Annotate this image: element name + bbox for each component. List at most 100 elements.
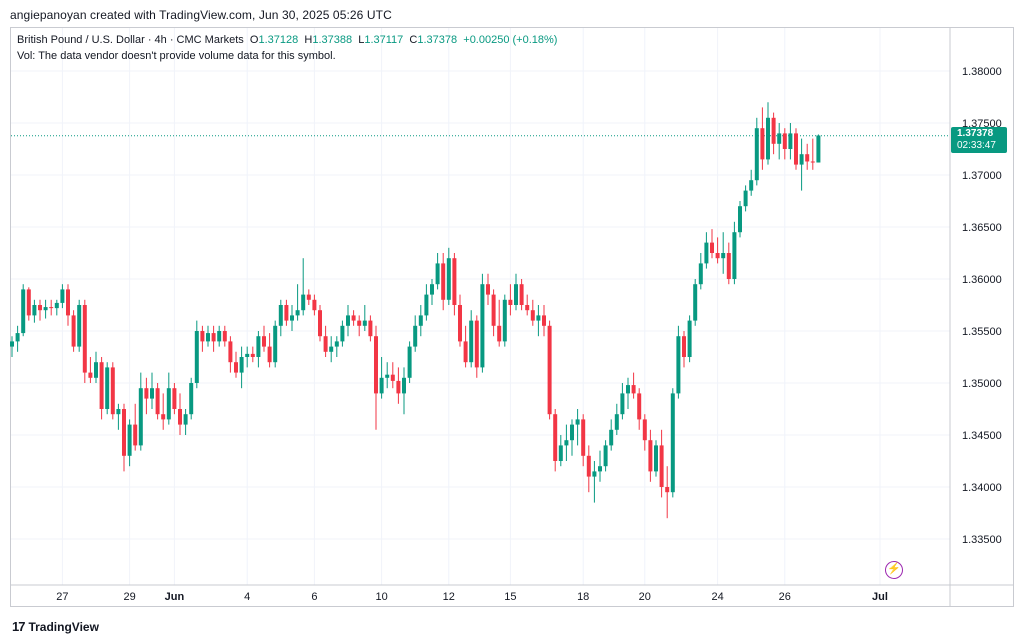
candle-body — [306, 294, 311, 300]
last-price-value: 1.37378 — [957, 127, 994, 139]
candle-body — [570, 424, 574, 441]
candle-body — [161, 414, 166, 420]
candle-body — [155, 388, 160, 415]
candle-body — [15, 333, 20, 342]
x-tick-label: 12 — [443, 591, 455, 603]
candle-body — [497, 325, 502, 342]
y-tick-label: 1.37000 — [962, 170, 1002, 182]
candle-body — [10, 341, 14, 347]
candle-body — [99, 362, 104, 409]
candle-body — [418, 315, 423, 326]
candle-body — [620, 393, 625, 415]
candle-body — [637, 393, 642, 420]
candle-body — [295, 310, 300, 316]
change-value: +0.00250 (+0.18%) — [463, 34, 558, 46]
candle-body — [385, 374, 390, 378]
candle-body — [738, 206, 742, 233]
candle-body — [536, 315, 541, 321]
candle-body — [318, 310, 322, 337]
open-key: O — [249, 34, 259, 46]
candle-body — [609, 429, 614, 446]
candle-body — [402, 377, 406, 394]
candle-body — [676, 336, 681, 394]
candle-body — [458, 305, 462, 342]
candle-body — [340, 325, 345, 342]
candle-body — [133, 424, 138, 446]
candle-body — [558, 445, 563, 461]
candle-body — [581, 419, 586, 456]
candle-body — [592, 471, 597, 477]
candle-body — [665, 487, 670, 493]
candle-body — [368, 320, 373, 337]
candle-body — [88, 372, 93, 378]
candle-body — [519, 284, 524, 305]
y-tick-label: 1.36500 — [962, 222, 1002, 234]
candle-body — [721, 253, 726, 259]
lightning-icon[interactable]: ⚡ — [885, 561, 903, 579]
candle-body — [183, 414, 188, 425]
candle-body — [805, 154, 810, 162]
candle-body — [334, 341, 339, 347]
candle-body — [49, 307, 54, 309]
candle-body — [435, 263, 440, 285]
x-tick-label: 4 — [244, 591, 250, 603]
candle-body — [77, 305, 82, 347]
y-tick-label: 1.35500 — [962, 326, 1002, 338]
candle-body — [32, 305, 37, 316]
candle-body — [323, 336, 328, 352]
candle-body — [301, 294, 306, 311]
chart-frame[interactable] — [10, 27, 1014, 607]
candle-body — [441, 263, 446, 300]
candle-body — [631, 385, 636, 394]
candle-body — [178, 409, 182, 425]
candle-body — [794, 133, 798, 165]
chart-caption: angiepanoyan created with TradingView.co… — [10, 8, 392, 22]
candle-body — [172, 388, 177, 409]
candle-body — [38, 305, 42, 311]
candle-body — [446, 258, 451, 300]
candle-body — [374, 336, 378, 394]
candle-body — [553, 414, 558, 461]
candle-body — [267, 346, 272, 363]
symbol-legend: British Pound / U.S. Dollar · 4h · CMC M… — [17, 34, 557, 46]
candle-body — [262, 336, 266, 347]
candle-body — [463, 341, 468, 363]
candle-body — [54, 302, 59, 309]
close-value: 1.37378 — [417, 34, 458, 46]
y-tick-label: 1.38000 — [962, 66, 1002, 78]
candle-body — [715, 253, 720, 259]
bar-countdown: 02:33:47 — [957, 139, 996, 151]
candle-body — [530, 310, 535, 321]
candle-body — [760, 128, 765, 160]
candle-body — [362, 320, 367, 326]
candle-body — [290, 315, 294, 321]
candle-body — [60, 289, 65, 303]
x-tick-label: 18 — [577, 591, 589, 603]
candle-body — [430, 284, 434, 295]
candle-body — [250, 353, 255, 357]
candle-body — [614, 414, 619, 430]
open-value: 1.37128 — [258, 34, 299, 46]
candle-body — [771, 117, 776, 144]
candle-body — [626, 385, 630, 394]
candle-body — [379, 377, 384, 394]
candle-body — [26, 289, 31, 316]
candle-body — [698, 263, 703, 285]
x-tick-label: 27 — [56, 591, 68, 603]
candle-body — [525, 305, 530, 311]
high-key: H — [304, 34, 313, 46]
candle-body — [564, 440, 569, 446]
candle-body — [726, 253, 731, 279]
candle-body — [329, 346, 334, 352]
candle-body — [312, 299, 317, 311]
candle-body — [424, 294, 429, 316]
candle-body — [245, 353, 250, 357]
candle-body — [189, 383, 194, 415]
candle-body — [670, 393, 675, 493]
candle-body — [491, 294, 496, 326]
x-tick-label: 6 — [311, 591, 317, 603]
candle-body — [211, 333, 216, 342]
candle-body — [743, 190, 748, 207]
candle-body — [788, 133, 793, 149]
